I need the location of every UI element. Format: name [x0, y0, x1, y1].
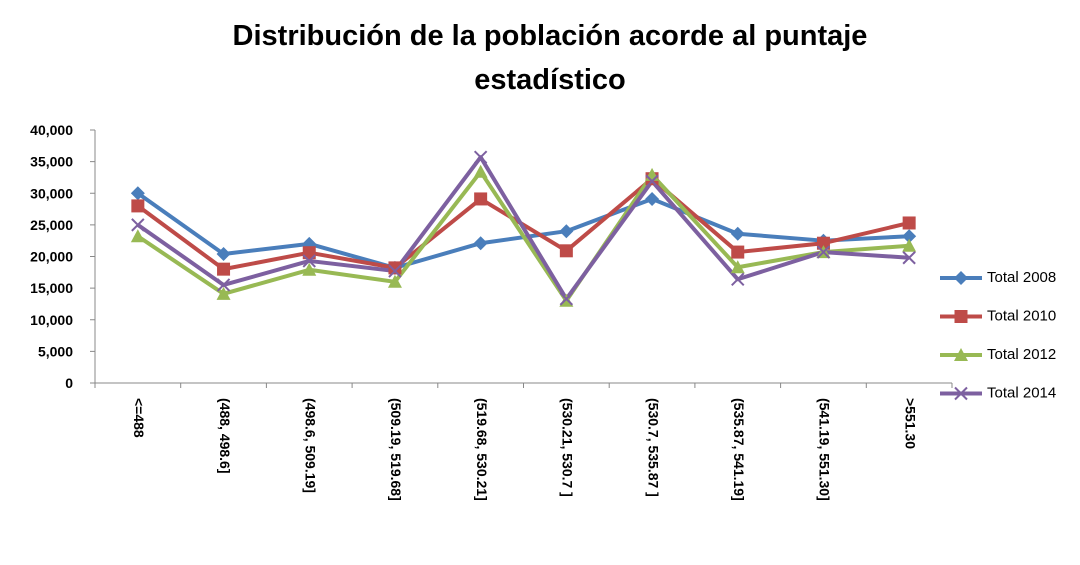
point — [388, 264, 402, 278]
point — [473, 164, 488, 178]
point — [731, 245, 745, 259]
point — [731, 272, 745, 286]
point — [131, 218, 145, 232]
point — [559, 244, 573, 258]
y-tick-label: 35,000 — [30, 154, 73, 170]
point — [216, 278, 231, 292]
series-line — [136, 155, 910, 301]
point — [730, 260, 745, 274]
point — [473, 150, 488, 164]
legend-marker — [954, 310, 968, 323]
legend-marker — [954, 271, 968, 285]
y-tick-label: 0 — [65, 375, 73, 391]
point — [302, 246, 316, 260]
point — [474, 192, 488, 206]
x-tick-label: (488, 498.6] — [217, 398, 233, 474]
y-tick-label: 10,000 — [30, 312, 73, 328]
point — [217, 262, 231, 276]
point — [559, 224, 574, 239]
point — [302, 254, 316, 268]
series-line — [136, 169, 910, 303]
legend-marker — [954, 386, 968, 401]
legend-label: Total 2014 — [987, 384, 1056, 401]
y-tick-label: 20,000 — [30, 249, 73, 265]
point — [902, 238, 917, 252]
point — [473, 236, 488, 251]
x-tick-label: (530.21, 530.7 ] — [560, 398, 576, 497]
point — [645, 174, 659, 188]
point — [902, 251, 916, 265]
x-tick-label: (519.68, 530.21] — [474, 398, 490, 501]
x-tick-label: (541.19, 551.30] — [817, 398, 833, 501]
chart-title: Distribución de la población acorde al p… — [232, 20, 868, 96]
point — [559, 292, 574, 306]
point — [902, 229, 917, 244]
legend-marker — [954, 348, 968, 361]
x-tick-label: (498.6, 509.19] — [303, 398, 319, 493]
point — [816, 245, 831, 259]
point — [730, 226, 745, 241]
y-tick-label: 5,000 — [38, 343, 73, 359]
legend-label: Total 2008 — [987, 269, 1056, 286]
y-tick-label: 30,000 — [30, 185, 73, 201]
x-tick-label: <=488 — [131, 398, 147, 438]
point — [131, 199, 145, 213]
point — [645, 191, 660, 206]
point — [902, 216, 916, 230]
point — [387, 274, 402, 288]
x-tick-label: (530.7, 535.87 ] — [645, 398, 661, 497]
y-tick-label: 25,000 — [30, 217, 73, 233]
legend-label: Total 2012 — [987, 346, 1056, 363]
x-tick-label: (509.19, 519.68] — [388, 398, 404, 501]
point — [388, 261, 402, 275]
point — [302, 262, 317, 276]
point — [130, 186, 145, 201]
point — [130, 229, 145, 243]
point — [216, 286, 231, 300]
legend-label: Total 2010 — [987, 307, 1056, 324]
y-tick-label: 40,000 — [30, 122, 73, 138]
y-tick-label: 15,000 — [30, 280, 73, 296]
point — [816, 236, 830, 250]
point — [216, 246, 231, 261]
x-tick-label: >551.30 — [902, 398, 918, 449]
x-tick-label: (535.87, 541.19] — [731, 398, 747, 501]
